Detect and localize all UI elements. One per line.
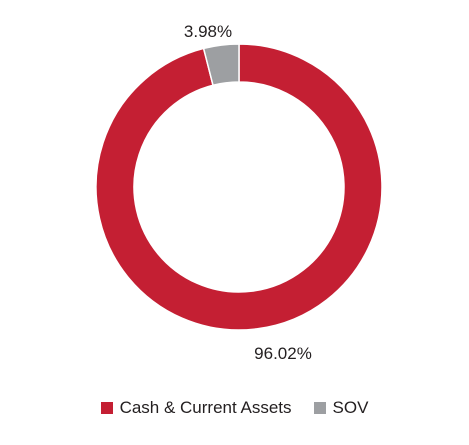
slice-sov — [202, 43, 240, 87]
value-label-cash-current-assets: 96.02% — [254, 344, 312, 363]
legend-item-sov: SOV — [313, 398, 369, 418]
legend-swatch-cash-current-assets — [100, 402, 113, 414]
chart-legend: Cash & Current Assets SOV — [0, 398, 469, 418]
slice-labels: 96.02% 3.98% — [184, 22, 312, 363]
legend-swatch-sov — [313, 402, 326, 414]
donut-slices — [95, 43, 383, 331]
value-label-sov: 3.98% — [184, 22, 232, 41]
legend-item-cash-current-assets: Cash & Current Assets — [100, 398, 292, 418]
legend-label-cash-current-assets: Cash & Current Assets — [119, 398, 292, 417]
legend-label-sov: SOV — [332, 398, 369, 417]
slice-cash-current-assets — [95, 43, 383, 331]
